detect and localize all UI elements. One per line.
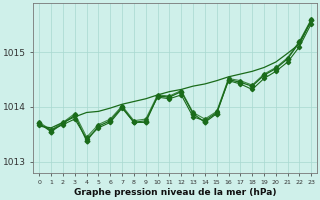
X-axis label: Graphe pression niveau de la mer (hPa): Graphe pression niveau de la mer (hPa)	[74, 188, 276, 197]
